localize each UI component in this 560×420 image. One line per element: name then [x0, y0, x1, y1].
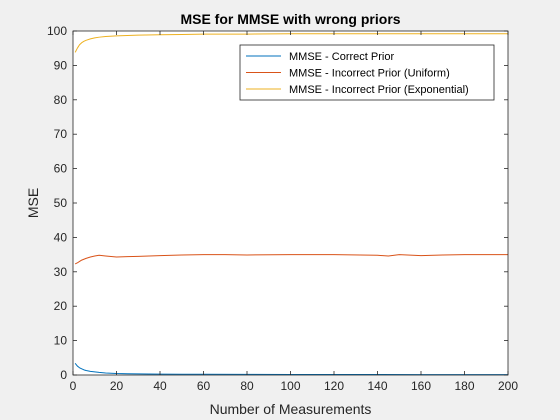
y-tick-label: 40	[54, 230, 68, 244]
y-tick-label: 70	[54, 127, 68, 141]
x-tick-label: 180	[454, 379, 474, 393]
y-tick-label: 80	[54, 93, 68, 107]
x-tick-label: 60	[197, 379, 211, 393]
y-axis-label: MSE	[25, 188, 41, 218]
series-line-exponential-prior	[74, 33, 508, 53]
y-tick-label: 90	[54, 58, 68, 72]
x-axis: 0 20 40 60 80 100 120 140 160 180 200	[70, 31, 518, 393]
y-tick-label: 100	[47, 24, 67, 38]
x-tick-label: 20	[110, 379, 124, 393]
x-tick-label: 200	[498, 379, 518, 393]
x-tick-label: 0	[70, 379, 77, 393]
chart-title: MSE for MMSE with wrong priors	[180, 11, 400, 27]
y-tick-label: 0	[60, 368, 67, 382]
x-tick-label: 120	[324, 379, 344, 393]
x-tick-label: 40	[153, 379, 167, 393]
y-tick-label: 20	[54, 299, 68, 313]
x-axis-label: Number of Measurements	[210, 401, 372, 417]
legend: MMSE - Correct Prior MMSE - Incorrect Pr…	[239, 44, 495, 101]
x-tick-label: 140	[367, 379, 387, 393]
series-line-correct-prior	[74, 362, 509, 376]
x-tick-label: 80	[240, 379, 254, 393]
y-tick-label: 10	[54, 334, 68, 348]
x-tick-label: 160	[411, 379, 431, 393]
legend-label-uniform-prior: MMSE - Incorrect Prior (Uniform)	[289, 68, 450, 80]
y-tick-label: 50	[54, 196, 68, 210]
legend-label-correct-prior: MMSE - Correct Prior	[289, 51, 394, 63]
series-line-uniform-prior	[74, 254, 508, 265]
x-tick-label: 100	[280, 379, 300, 393]
legend-box	[239, 44, 495, 101]
y-tick-label: 30	[54, 265, 68, 279]
y-tick-label: 60	[54, 162, 68, 176]
legend-label-exponential-prior: MMSE - Incorrect Prior (Exponential)	[289, 84, 469, 96]
series-layer	[74, 33, 509, 376]
y-axis: 0 10 20 30 40 50 60 70 80 90 100	[47, 24, 508, 382]
